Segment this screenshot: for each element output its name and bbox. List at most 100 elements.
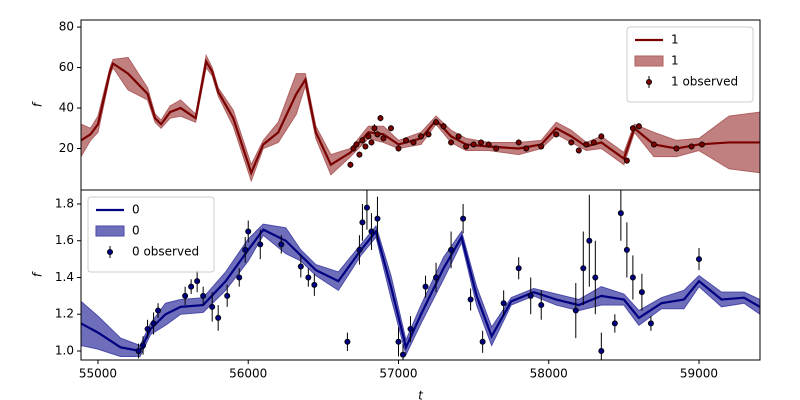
observed-point [515, 265, 522, 272]
observed-point [623, 246, 630, 253]
observed-point [224, 292, 231, 299]
y-tick-label: 40 [59, 101, 74, 115]
observed-point [455, 133, 462, 140]
legend-patch [95, 225, 125, 237]
observed-point [418, 133, 425, 140]
observed-point [395, 145, 402, 152]
observed-point [410, 139, 417, 146]
observed-point [572, 307, 579, 314]
observed-point [387, 125, 394, 132]
observed-point [242, 246, 249, 253]
panel: 1.0 1.2 1.4 1.6 1.8 55000 56000 57000 58000 59000… [31, 189, 761, 400]
observed-point [515, 139, 522, 146]
observed-point [448, 139, 455, 146]
observed-point [350, 145, 357, 152]
observed-point [209, 303, 216, 310]
observed-point [374, 131, 381, 138]
observed-point [629, 274, 636, 281]
observed-point [140, 342, 147, 349]
y-tick-label: 1.4 [55, 270, 74, 284]
observed-point [568, 139, 575, 146]
observed-point [356, 246, 363, 253]
observed-point [470, 141, 477, 148]
observed-point [182, 292, 189, 299]
y-tick-label: 1.2 [55, 307, 74, 321]
legend-box [626, 26, 754, 103]
observed-point [359, 137, 366, 144]
observed-point [586, 237, 593, 244]
legend-label: 1 observed [671, 75, 738, 89]
observed-point [422, 283, 429, 290]
observed-point [353, 141, 360, 148]
observed-point [538, 302, 545, 309]
observed-point [463, 143, 470, 150]
observed-point [407, 325, 414, 332]
observed-point [580, 265, 587, 272]
observed-point [523, 145, 530, 152]
observed-point [311, 281, 318, 288]
observed-point [200, 292, 207, 299]
axes-frame [80, 189, 761, 361]
observed-point [371, 125, 378, 132]
observed-point [377, 115, 384, 122]
observed-point [356, 151, 363, 158]
plot-area [81, 190, 760, 360]
legend-label: 0 observed [132, 245, 199, 259]
observed-point [617, 210, 624, 217]
observed-point [362, 143, 369, 150]
observed-point [553, 131, 560, 138]
observed-point [433, 119, 440, 126]
x-axis-label: t [418, 389, 424, 400]
observed-point [583, 141, 590, 148]
y-axis-label: f [31, 271, 45, 277]
y-tick-label: 1.8 [55, 196, 74, 210]
observed-point [598, 133, 605, 140]
model-line [81, 228, 760, 353]
observed-point [150, 320, 157, 327]
observed-point [460, 215, 467, 222]
confidence-band [81, 53, 760, 183]
observed-point [236, 274, 243, 281]
y-tick-label: 20 [59, 141, 74, 155]
observed-point [590, 139, 597, 146]
observed-point [500, 300, 507, 307]
observed-point [297, 263, 304, 270]
observed-point [448, 246, 455, 253]
observed-point [638, 289, 645, 296]
observed-point [359, 219, 366, 226]
observed-point [493, 145, 500, 152]
legend-marker [107, 248, 114, 255]
observed-point [650, 141, 657, 148]
observed-point [395, 338, 402, 345]
observed-point [257, 241, 264, 248]
observed-point [527, 292, 534, 299]
legend: 1 1 1 observed [626, 26, 754, 103]
y-axis-label: f [31, 101, 45, 107]
legend-patch [634, 55, 664, 67]
x-tick-label: 56000 [229, 367, 267, 381]
observed-point [467, 296, 474, 303]
observed-point [374, 215, 381, 222]
observed-point [215, 314, 222, 321]
observed-point [344, 338, 351, 345]
observed-point [629, 125, 636, 132]
observed-point [699, 141, 706, 148]
observed-point [347, 161, 354, 168]
observed-point [305, 274, 312, 281]
x-tick-label: 59000 [680, 367, 718, 381]
observed-point [135, 347, 142, 354]
observed-point [194, 278, 201, 285]
x-tick-label: 58000 [530, 367, 568, 381]
observed-point [688, 143, 695, 150]
observed-point [623, 157, 630, 164]
plot-area [81, 53, 760, 183]
observed-point [144, 325, 151, 332]
observed-point [399, 351, 406, 358]
observed-point [363, 204, 370, 211]
legend-label: 1 [671, 54, 679, 68]
observed-point [425, 131, 432, 138]
legend-marker [646, 79, 653, 86]
observed-point [485, 141, 492, 148]
observed-point [479, 338, 486, 345]
